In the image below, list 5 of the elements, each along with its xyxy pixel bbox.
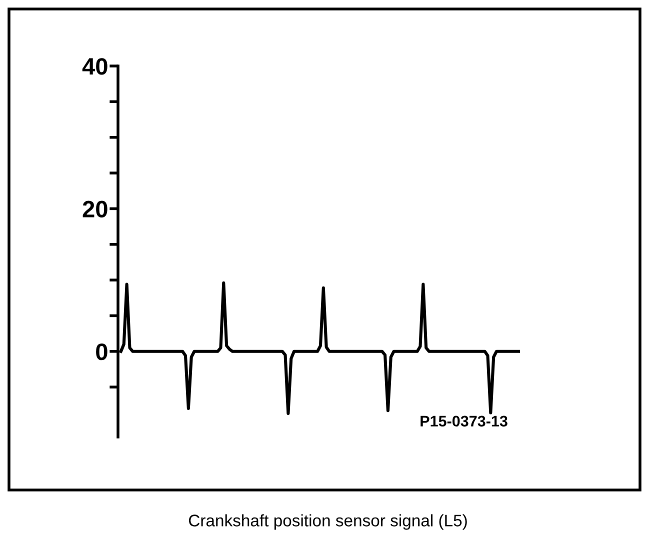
y-tick-label: 20 — [82, 200, 108, 218]
annotation: P15-0373-13 — [420, 416, 508, 427]
y-tick-label: 0 — [96, 343, 108, 360]
text: Crankshaft position sensor signal (L5) — [188, 514, 467, 530]
y-tick-label: 40 — [82, 58, 108, 75]
